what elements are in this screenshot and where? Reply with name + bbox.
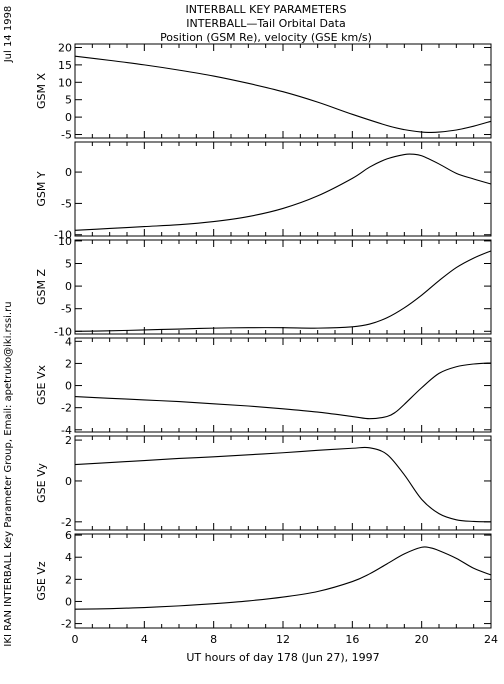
- series-line-gsm-z: [74, 250, 492, 332]
- panel-frame-gsm-x: [74, 43, 492, 139]
- y-tick-label-gse-vx: -2: [61, 402, 72, 415]
- x-tick-label: 20: [415, 633, 429, 646]
- y-tick-label-gse-vx: 2: [65, 357, 72, 370]
- x-tick-label: 24: [484, 633, 498, 646]
- x-tick-label: 16: [345, 633, 359, 646]
- panel-frame-gsm-y: [74, 141, 492, 237]
- y-tick-label-gse-vz: 0: [65, 595, 72, 608]
- y-axis-label-gse-vy: GSE Vy: [35, 463, 48, 503]
- y-axis-label-gsm-y: GSM Y: [35, 171, 48, 206]
- y-tick-label-gse-vx: 4: [65, 335, 72, 348]
- y-tick-label-gsm-z: 10: [58, 235, 72, 248]
- chart-title-line-2: INTERBALL—Tail Orbital Data: [186, 17, 345, 30]
- chart-title-line-1: INTERBALL KEY PARAMETERS: [186, 3, 347, 16]
- y-tick-label-gsm-x: 10: [58, 76, 72, 89]
- y-tick-label-gsm-x: 0: [65, 111, 72, 124]
- x-tick-label: 8: [210, 633, 217, 646]
- y-tick-label-gse-vx: -4: [61, 424, 72, 437]
- series-line-gse-vx: [74, 362, 492, 420]
- y-tick-label-gse-vy: -2: [61, 516, 72, 529]
- y-axis-label-gsm-x: GSM X: [35, 73, 48, 109]
- panel-frame-gsm-z: [74, 239, 492, 335]
- y-axis-label-gsm-z: GSM Z: [35, 269, 48, 305]
- series-line-gse-vy: [74, 446, 492, 523]
- panel-frame-gse-vz: [74, 533, 492, 629]
- y-tick-label-gsm-x: -5: [61, 129, 72, 142]
- y-axis-label-gse-vx: GSE Vx: [35, 365, 48, 405]
- series-line-gse-vz: [74, 546, 492, 610]
- y-tick-label-gsm-z: -10: [54, 325, 72, 338]
- y-tick-label-gsm-x: 15: [58, 59, 72, 72]
- y-tick-label-gsm-z: 0: [65, 280, 72, 293]
- y-tick-label-gse-vx: 0: [65, 380, 72, 393]
- y-tick-label-gse-vz: 2: [65, 573, 72, 586]
- x-tick-label: 4: [141, 633, 148, 646]
- y-tick-label-gsm-z: 5: [65, 258, 72, 271]
- x-tick-label: 0: [72, 633, 79, 646]
- y-tick-label-gsm-x: 5: [65, 94, 72, 107]
- x-tick-label: 12: [276, 633, 290, 646]
- panel-frame-gse-vy: [74, 435, 492, 531]
- panel-frame-gse-vx: [74, 337, 492, 433]
- series-line-gsm-x: [74, 55, 492, 133]
- y-tick-label-gse-vy: 0: [65, 475, 72, 488]
- y-tick-label-gse-vy: 2: [65, 434, 72, 447]
- y-tick-label-gsm-y: 0: [65, 166, 72, 179]
- x-axis-label: UT hours of day 178 (Jun 27), 1997: [186, 651, 379, 664]
- y-tick-label-gsm-y: -5: [61, 197, 72, 210]
- credit-line: IKI RAN INTERBALL Key Parameter Group, E…: [3, 301, 14, 646]
- date-stamp: Jul 14 1998: [3, 6, 14, 64]
- y-tick-label-gse-vz: -2: [61, 618, 72, 631]
- y-tick-label-gsm-y: -10: [54, 229, 72, 242]
- chart-title-line-3: Position (GSM Re), velocity (GSE km/s): [160, 31, 372, 44]
- y-tick-label-gse-vz: 6: [65, 529, 72, 542]
- y-tick-label-gsm-z: -5: [61, 303, 72, 316]
- y-axis-label-gse-vz: GSE Vz: [35, 561, 48, 600]
- series-line-gsm-y: [74, 153, 492, 231]
- y-tick-label-gsm-x: 20: [58, 41, 72, 54]
- y-tick-label-gse-vz: 4: [65, 551, 72, 564]
